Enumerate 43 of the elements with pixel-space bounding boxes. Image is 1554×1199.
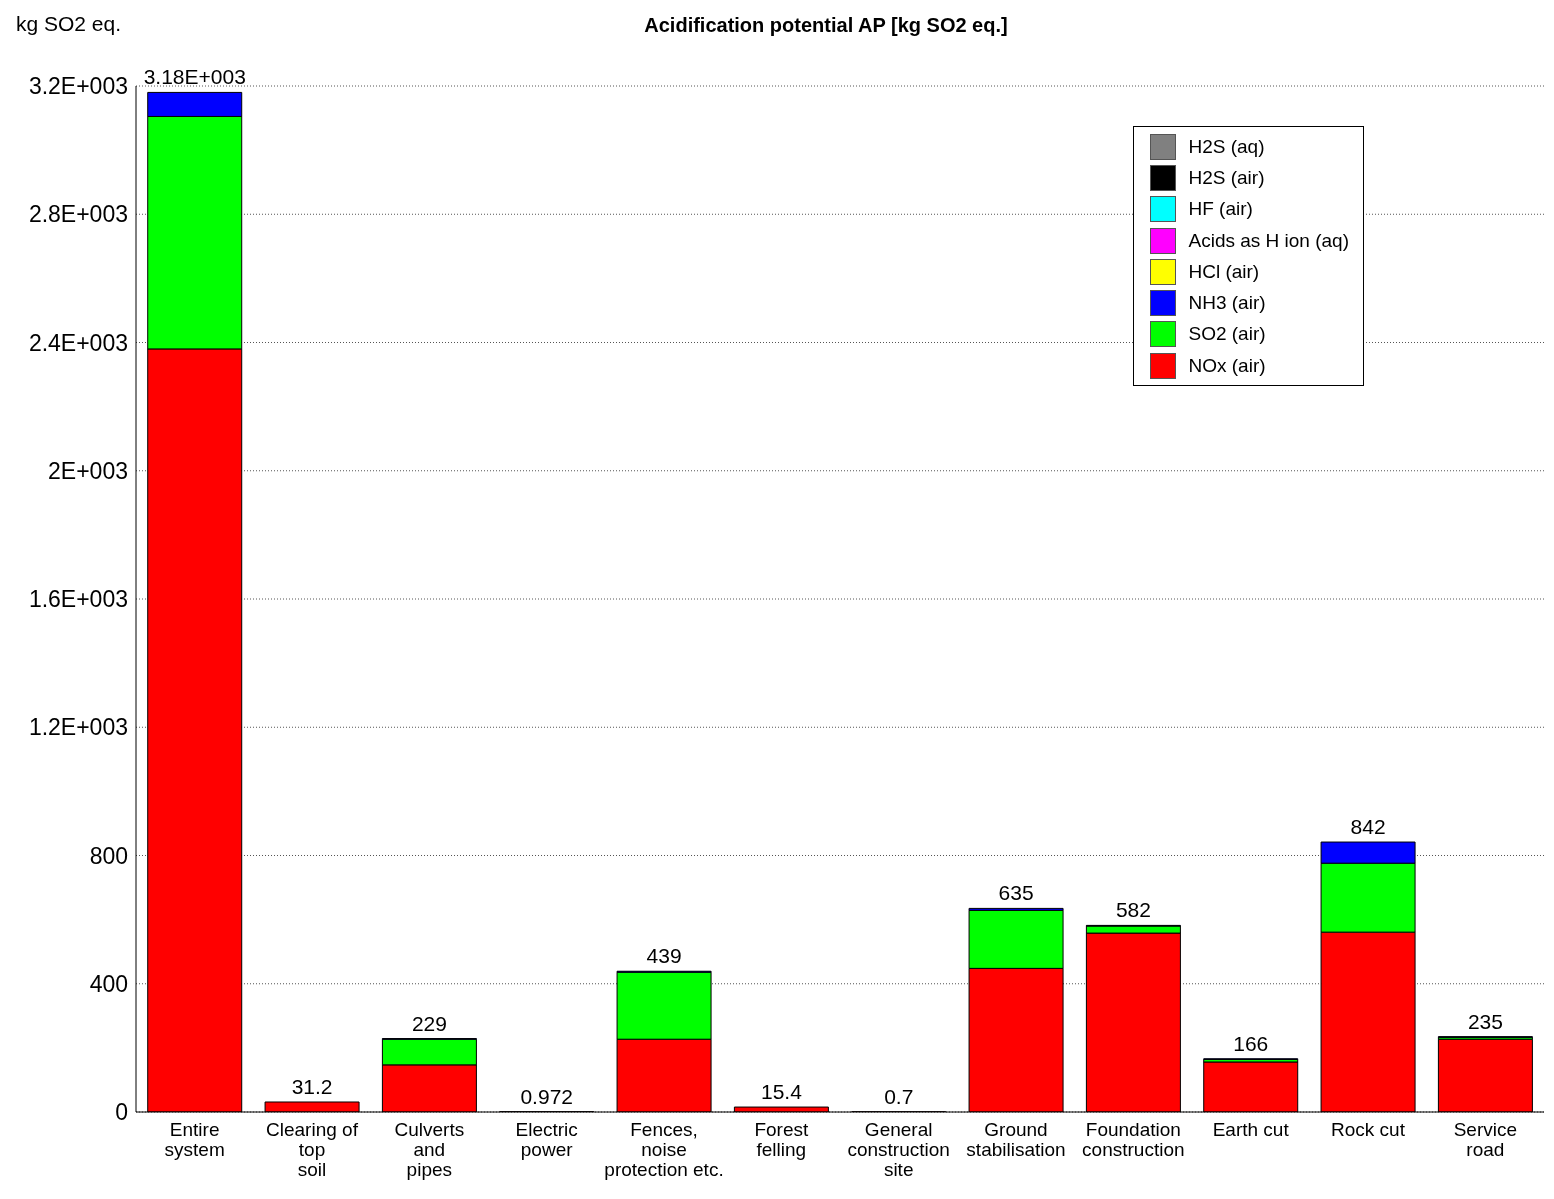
x-tick-label: Rock cut xyxy=(1331,1119,1406,1140)
legend-label: H2S (air) xyxy=(1188,166,1265,189)
total-label: 635 xyxy=(998,881,1034,905)
total-label: 31.2 xyxy=(291,1075,333,1098)
total-label: 229 xyxy=(411,1011,447,1035)
legend-label: SO2 (air) xyxy=(1188,323,1266,346)
legend-label: Acids as H ion (aq) xyxy=(1188,229,1349,252)
x-tick-label: Clearing of top soil xyxy=(266,1119,359,1180)
chart-title: Acidification potential AP [kg SO2 eq.] xyxy=(644,14,1008,36)
y-tick-label: 400 xyxy=(89,970,128,997)
legend-label: NOx (air) xyxy=(1188,354,1266,377)
x-tick-label: Forest felling xyxy=(754,1119,809,1160)
total-label: 0.972 xyxy=(520,1084,574,1108)
total-label: 0.7 xyxy=(884,1084,914,1108)
x-tick-label: Ground stabilisation xyxy=(966,1119,1066,1160)
y-tick-label: 2.8E+003 xyxy=(28,201,128,228)
y-tick-label: 1.2E+003 xyxy=(28,714,128,741)
x-tick-label: General construction site xyxy=(847,1119,950,1180)
total-label: 439 xyxy=(646,944,682,968)
x-tick-label: Culverts and pipes xyxy=(394,1119,465,1180)
legend-label: HF (air) xyxy=(1188,198,1253,221)
total-label: 166 xyxy=(1233,1031,1269,1055)
total-label: 15.4 xyxy=(760,1080,803,1104)
x-tick-label: Electric power xyxy=(515,1119,578,1160)
y-tick-label: 800 xyxy=(89,842,128,869)
legend-label: HCl (air) xyxy=(1188,260,1260,283)
legend-label: NH3 (air) xyxy=(1188,292,1266,315)
legend-label: H2S (aq) xyxy=(1188,135,1265,158)
x-tick-label: Entire system xyxy=(164,1119,225,1160)
total-label: 842 xyxy=(1350,815,1386,839)
y-tick-label: 2.4E+003 xyxy=(28,329,128,356)
x-tick-label: Fences, noise protection etc. xyxy=(604,1119,724,1180)
y-tick-label: 2E+003 xyxy=(48,457,128,484)
y-tick-label: 0 xyxy=(115,1099,128,1126)
y-tick-label: 1.6E+003 xyxy=(28,586,128,613)
total-label: 582 xyxy=(1115,898,1151,922)
total-label: 3.18E+003 xyxy=(143,65,246,89)
x-tick-label: Earth cut xyxy=(1212,1119,1290,1140)
x-tick-label: Foundation construction xyxy=(1082,1119,1185,1160)
total-label: 235 xyxy=(1467,1009,1503,1033)
x-tick-label: Service road xyxy=(1453,1119,1518,1160)
y-tick-label: 3.2E+003 xyxy=(28,73,128,100)
y-axis-title: kg SO2 eq. xyxy=(16,12,122,36)
